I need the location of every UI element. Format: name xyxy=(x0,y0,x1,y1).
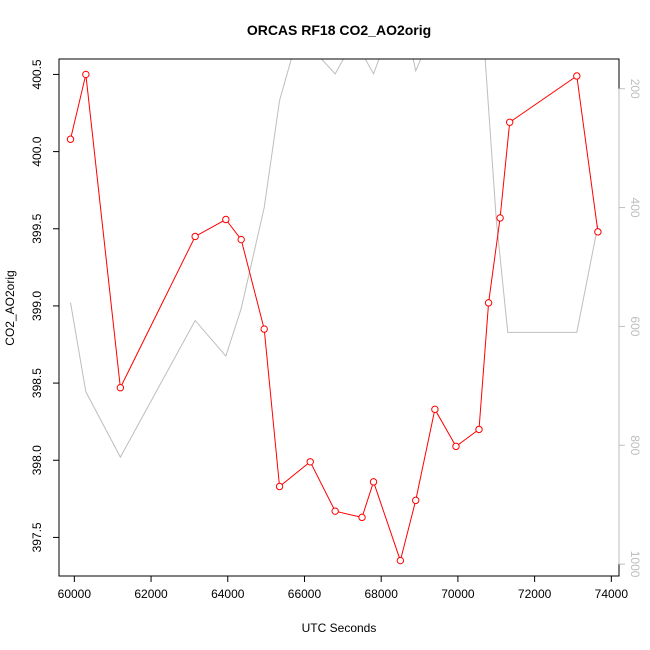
y-axis: 397.5 398.0 398.5 399.0 399.5 400.0 400.5 xyxy=(30,59,60,552)
co2-data-point xyxy=(496,214,504,222)
y2-tick-label: 200 xyxy=(628,79,642,99)
y-tick-label: 399.5 xyxy=(30,213,44,243)
co2-data-point xyxy=(412,496,420,505)
y2-tick-label: 600 xyxy=(628,316,642,336)
co2-data-point xyxy=(222,215,230,224)
co2-data-point xyxy=(358,513,366,522)
co2-data-point xyxy=(484,299,493,307)
y-tick-label: 398.0 xyxy=(30,445,44,475)
y2-tick-label: 1000 xyxy=(628,551,642,578)
co2-data-point xyxy=(116,384,125,392)
co2-data-point xyxy=(66,135,75,143)
co2-data-point xyxy=(260,325,268,333)
x-tick-label: 64000 xyxy=(211,587,245,601)
x-tick-label: 74000 xyxy=(595,587,629,601)
y-axis-right: 200 400 600 800 1000 xyxy=(618,79,642,578)
y-tick-label: 399.0 xyxy=(30,291,44,321)
y2-tick-label: 400 xyxy=(628,198,642,218)
co2-data-point xyxy=(396,556,405,565)
x-tick-label: 60000 xyxy=(58,587,92,601)
y-axis-label: CO2_AO2orig xyxy=(3,270,17,345)
y-tick-label: 400.5 xyxy=(30,59,44,89)
co2-data-point xyxy=(594,228,602,236)
co2-data-point xyxy=(573,72,581,80)
secondary-series-line xyxy=(70,59,599,459)
co2-data-point xyxy=(191,232,199,241)
x-tick-label: 66000 xyxy=(288,587,322,601)
co2-data-point xyxy=(475,425,483,434)
co2-data-point xyxy=(505,118,514,126)
x-tick-label: 70000 xyxy=(441,587,475,601)
y2-tick-label: 800 xyxy=(628,435,642,455)
co2-series-line xyxy=(70,74,599,563)
x-tick-label: 72000 xyxy=(518,587,552,601)
y-tick-label: 397.5 xyxy=(30,522,44,552)
chart-title: ORCAS RF18 CO2_AO2orig xyxy=(247,22,431,38)
co2-data-point xyxy=(452,442,460,451)
co2-data-point xyxy=(306,458,314,466)
y-tick-label: 400.0 xyxy=(30,136,44,166)
co2-data-point xyxy=(275,482,284,491)
x-axis: 60000 62000 64000 66000 68000 70000 72000 74000 xyxy=(58,575,629,601)
plot-area xyxy=(66,59,602,565)
y-tick-label: 398.5 xyxy=(30,368,44,398)
co2-data-point xyxy=(237,235,245,244)
co2-data-point xyxy=(431,405,439,414)
x-axis-label: UTC Seconds xyxy=(302,621,377,635)
co2-data-point xyxy=(82,70,90,79)
co2-data-point xyxy=(369,478,378,486)
x-tick-label: 62000 xyxy=(134,587,168,601)
co2-data-point xyxy=(331,507,339,515)
x-tick-label: 68000 xyxy=(365,587,399,601)
